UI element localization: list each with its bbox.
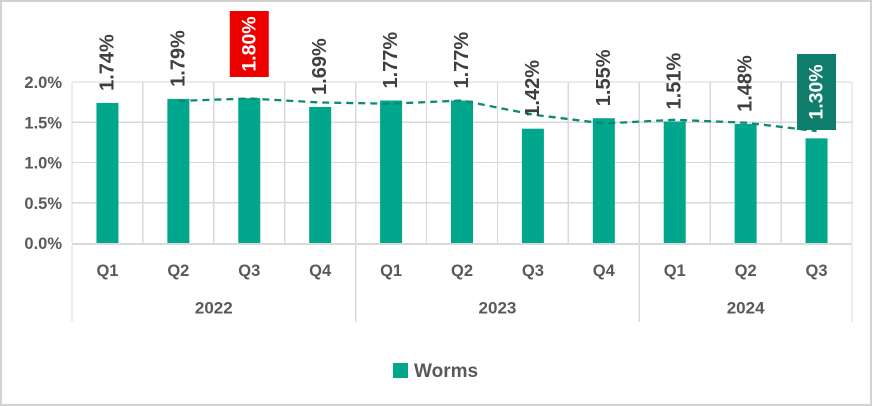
bar-2024-q1 <box>663 121 686 243</box>
bar-2023-q2 <box>451 100 473 243</box>
data-label-8: 1.51% <box>664 53 686 110</box>
bar-2022-q4 <box>309 106 332 243</box>
data-label-7: 1.55% <box>593 49 615 106</box>
bar-2024-q3 <box>805 138 828 243</box>
trendline-worms <box>178 97 817 133</box>
y-tick-1.0%: 1.0% <box>24 155 62 173</box>
legend-marker-worms <box>393 363 408 378</box>
x-tick-7-q4: Q4 <box>593 262 616 280</box>
data-label-box-10 <box>797 54 837 130</box>
x-tick-8-q1: Q1 <box>664 262 686 280</box>
y-tick-0.5%: 0.5% <box>24 195 62 213</box>
bar-2023-q1 <box>380 100 403 243</box>
data-label-6: 1.42% <box>522 60 544 117</box>
data-label-3: 1.69% <box>309 38 331 95</box>
x-tick-4-q1: Q1 <box>380 262 402 280</box>
x-tick-0-q1: Q1 <box>96 262 118 280</box>
x-tick-5-q2: Q2 <box>451 262 473 280</box>
y-tick-1.5%: 1.5% <box>24 114 62 132</box>
y-tick-2.0%: 2.0% <box>24 74 62 92</box>
data-label-4: 1.77% <box>380 32 402 89</box>
data-label-0: 1.74% <box>96 34 118 91</box>
data-label-5: 1.77% <box>451 32 473 89</box>
x-tick-6-q3: Q3 <box>522 262 544 280</box>
bar-2024-q2 <box>734 123 757 243</box>
bar-2022-q3 <box>238 98 261 243</box>
data-label-9: 1.48% <box>735 55 757 112</box>
bar-2022-q2 <box>167 98 190 243</box>
x-tick-2-q3: Q3 <box>238 262 260 280</box>
data-label-highlight-10: 1.30% <box>806 64 828 119</box>
data-label-box-2 <box>229 11 269 77</box>
bar-2023-q3 <box>521 128 544 243</box>
bar-2022-q1 <box>96 102 119 244</box>
year-label-2023: 2023 <box>479 299 517 318</box>
legend: Worms <box>393 361 478 382</box>
year-label-2022: 2022 <box>195 299 233 318</box>
data-label-1: 1.79% <box>167 30 189 87</box>
bar-2023-q4 <box>592 118 615 243</box>
legend-label-worms: Worms <box>414 361 478 382</box>
x-tick-1-q2: Q2 <box>167 262 189 280</box>
x-tick-10-q3: Q3 <box>806 262 828 280</box>
y-tick-0.0%: 0.0% <box>24 235 62 253</box>
x-tick-3-q4: Q4 <box>309 262 332 280</box>
data-label-highlight-2: 1.80% <box>238 16 260 71</box>
x-tick-9-q2: Q2 <box>735 262 757 280</box>
year-label-2024: 2024 <box>727 299 765 318</box>
